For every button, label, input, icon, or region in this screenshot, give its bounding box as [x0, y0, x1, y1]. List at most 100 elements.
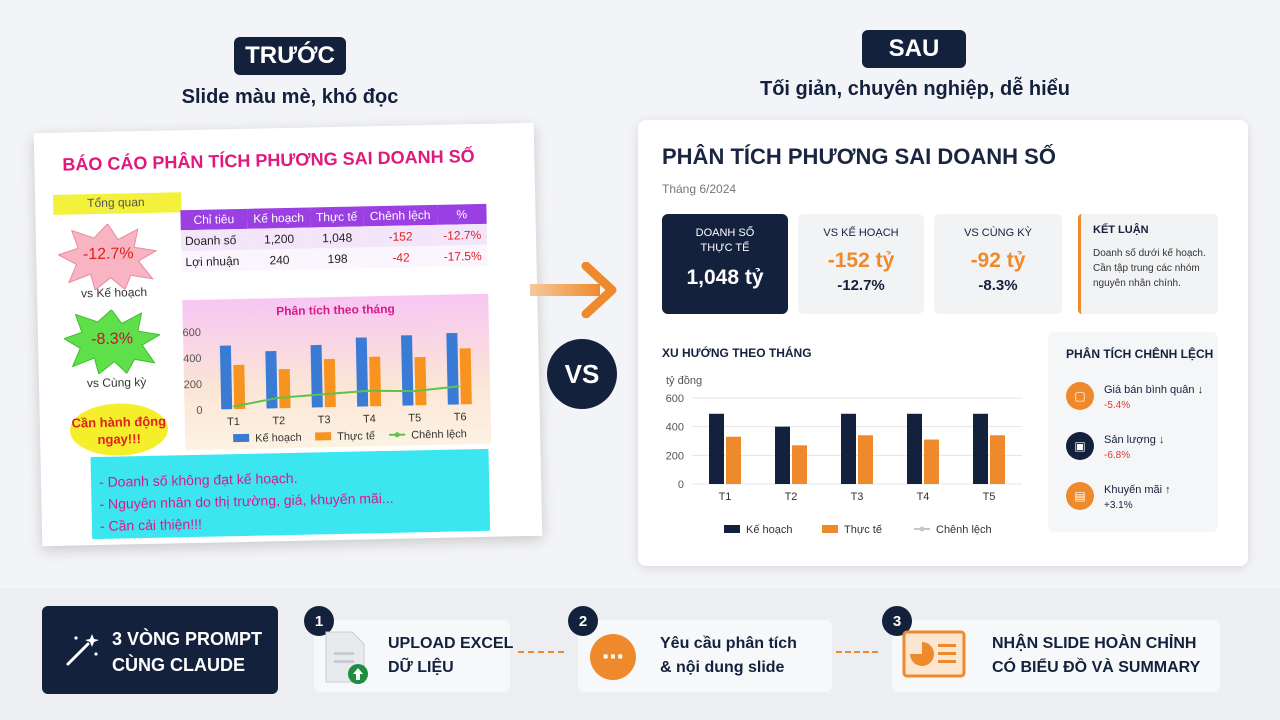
legend-swatch	[822, 525, 838, 533]
chat-bubble-icon: ⋯	[590, 634, 636, 680]
table-cell: Doanh số	[180, 228, 248, 252]
legend-label: Chênh lệch	[936, 524, 992, 536]
box-icon: ▣	[1066, 432, 1094, 460]
trend-chart: 0 200 400 600 tỷ đồng T1 T2 T3 T4 T5 Kế hoạch Thực …	[666, 375, 1022, 536]
table-cell: 198	[310, 247, 365, 270]
step-connector	[836, 651, 878, 653]
bar-ke-hoach	[775, 426, 790, 484]
presentation-slide-icon	[902, 630, 966, 678]
step-number: 2	[568, 606, 598, 636]
x-tick-label: T3	[318, 414, 331, 426]
bar-ke-hoach	[973, 413, 988, 484]
table-header: Kế hoạch	[246, 207, 311, 229]
table-cell: -12.7%	[437, 223, 488, 246]
kpi-actual-card: DOANH SỐ THỰC TẾ 1,048 tỷ	[662, 214, 788, 314]
table-cell: Lợi nhuận	[181, 249, 249, 273]
before-chart-box: Phân tích theo tháng 0 200 400 600 T1 T2 T3 T4 T…	[182, 293, 492, 451]
badge-yoy-value: -8.3%	[90, 330, 134, 349]
diff-value: -5.4%	[1104, 400, 1131, 411]
legend-label: Thực tế	[844, 524, 882, 536]
before-slide-title: BÁO CÁO PHÂN TÍCH PHƯƠNG SAI DOANH SỐ	[62, 146, 475, 175]
before-label: TRƯỚC	[234, 37, 346, 75]
table-header: Thực tế	[309, 206, 364, 228]
bar-ke-hoach	[265, 351, 278, 409]
bar-ke-hoach	[219, 345, 233, 410]
action-bubble: Cần hành động ngay!!!	[69, 402, 169, 457]
bar-thuc-te	[414, 357, 427, 406]
bar-ke-hoach	[841, 413, 856, 484]
bar-thuc-te	[323, 358, 336, 408]
kpi-plan-card: VS KẾ HOẠCH -152 tỷ -12.7%	[798, 214, 924, 314]
conclusion-card: KẾT LUẬN Doanh số dưới kế hoạch. Cần tập…	[1078, 214, 1218, 314]
legend-swatch	[724, 525, 740, 533]
bar-thuc-te	[459, 348, 472, 405]
step-3-text: NHẬN SLIDE HOÀN CHỈNH CÓ BIỂU ĐỒ VÀ SUMMA…	[992, 635, 1201, 676]
badge-plan-caption: vs Kế hoạch	[80, 284, 148, 301]
bar-thuc-te	[233, 364, 246, 410]
x-tick-label: T6	[454, 411, 467, 423]
table-cell: -152	[363, 224, 438, 248]
diff-label: Sản lượng ↓	[1104, 434, 1165, 446]
price-tag-icon: ▢	[1066, 382, 1094, 410]
legend-swatch	[233, 433, 250, 443]
y-tick-label: 600	[182, 327, 201, 339]
before-slide-tag: Tổng quan	[53, 192, 182, 215]
table-cell: -17.5%	[437, 244, 488, 267]
y-tick-label: 400	[666, 422, 684, 434]
table-header: Chỉ tiêu	[180, 208, 248, 231]
bar-thuc-te	[858, 435, 873, 484]
y-tick-label: 200	[666, 450, 684, 462]
x-tick-label: T2	[785, 491, 798, 503]
x-tick-label: T4	[363, 413, 376, 425]
bar-thuc-te	[369, 356, 382, 407]
kpi-actual-value: 1,048 tỷ	[686, 266, 764, 289]
legend-label: Kế hoạch	[746, 524, 792, 536]
table-cell: 240	[247, 248, 312, 271]
bar-thuc-te	[278, 368, 291, 409]
after-slide-title: PHÂN TÍCH PHƯƠNG SAI DOANH SỐ	[662, 144, 1056, 169]
table-header: Chênh lệch	[363, 204, 438, 227]
legend-swatch	[315, 432, 332, 441]
after-slide: PHÂN TÍCH PHƯƠNG SAI DOANH SỐ Tháng 6/20…	[638, 120, 1248, 566]
x-tick-label: T5	[408, 412, 421, 424]
bar-thuc-te	[924, 439, 939, 484]
badge-yoy-caption: vs Cùng kỳ	[86, 374, 147, 391]
table-cell: -42	[363, 245, 439, 269]
x-tick-label: T2	[272, 415, 285, 427]
kpi-actual-label: DOANH SỐ THỰC TẾ	[695, 227, 755, 254]
legend-label: Thực tế	[337, 430, 375, 443]
x-tick-label: T5	[983, 491, 996, 503]
y-tick-label: 600	[666, 393, 684, 405]
after-label: SAU	[862, 30, 966, 68]
diff-value: +3.1%	[1104, 500, 1133, 511]
step-connector	[518, 651, 564, 653]
diff-label: Khuyến mãi ↑	[1104, 484, 1171, 496]
bar-ke-hoach	[310, 344, 323, 408]
badge-plan-value: -12.7%	[82, 245, 134, 264]
conclusion-title: KẾT LUẬN	[1093, 224, 1149, 236]
bar-ke-hoach	[401, 335, 414, 406]
kpi-yoy-value: -92 tỷ	[970, 249, 1026, 272]
legend-swatch	[919, 526, 925, 532]
before-notes: - Doanh số không đạt kế hoạch. - Nguyên …	[90, 448, 491, 540]
red-starburst-icon	[57, 222, 158, 291]
y-tick-label: 400	[183, 353, 202, 365]
diff-title: PHÂN TÍCH CHÊNH LỆCH	[1066, 347, 1214, 361]
kpi-yoy-card: VS CÙNG KỲ -92 tỷ -8.3%	[934, 214, 1062, 314]
table-cell: 1,048	[310, 226, 364, 249]
green-starburst-icon	[63, 308, 161, 375]
step-1-text: UPLOAD EXCEL DỮ LIỆU	[388, 635, 514, 676]
diff-label: Giá bán bình quân ↓	[1104, 384, 1204, 396]
cta-box: 3 VÒNG PROMPT CÙNG CLAUDE	[42, 606, 278, 694]
y-axis-label: tỷ đồng	[666, 375, 702, 387]
line-chenh-lech	[232, 385, 460, 408]
right-arrow-icon	[530, 262, 617, 318]
kpi-plan-value: -152 tỷ	[827, 249, 895, 272]
promo-icon: ▤	[1066, 482, 1094, 510]
diff-value: -6.8%	[1104, 450, 1131, 461]
bar-ke-hoach	[355, 337, 369, 407]
bar-ke-hoach	[709, 413, 724, 484]
before-table: Chỉ tiêu Kế hoạch Thực tế Chênh lệch % D…	[180, 203, 488, 273]
after-slide-date: Tháng 6/2024	[662, 182, 737, 196]
magic-wand-icon	[66, 634, 99, 666]
